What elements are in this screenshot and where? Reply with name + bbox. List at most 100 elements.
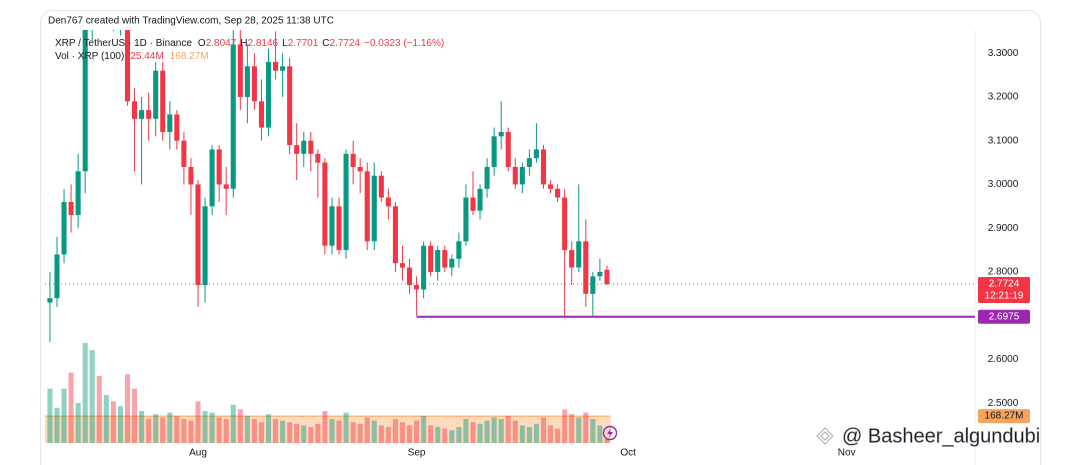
- volume-bar: [75, 402, 81, 443]
- volume-bar: [89, 350, 95, 443]
- volume-bar: [498, 418, 504, 443]
- volume-bar: [110, 401, 116, 443]
- volume-bar: [287, 422, 293, 443]
- candle-body: [139, 110, 145, 119]
- volume-bar: [590, 418, 596, 443]
- candle-body: [287, 66, 293, 146]
- y-tick-label: 3.2000: [988, 92, 1019, 103]
- volume-bar: [526, 426, 532, 443]
- candle-body: [174, 114, 180, 141]
- volume-bar: [294, 423, 300, 443]
- candle-body: [555, 188, 561, 198]
- volume-bar: [562, 409, 568, 443]
- candle-body: [526, 158, 532, 167]
- y-tick-label: 3.1000: [988, 135, 1019, 146]
- candle-body: [519, 166, 525, 185]
- candle-body: [153, 70, 159, 119]
- volume-bar: [82, 342, 88, 443]
- candle-body: [597, 271, 603, 277]
- candle-body: [371, 175, 377, 242]
- candle-body: [583, 241, 589, 294]
- candle-body: [251, 66, 257, 102]
- candle-body: [216, 149, 222, 185]
- replay-icon[interactable]: [602, 425, 618, 441]
- countdown-label: 12:21:19: [985, 291, 1024, 302]
- candle-body: [540, 149, 547, 185]
- volume-bar: [124, 374, 131, 443]
- volume-bar: [583, 412, 589, 443]
- legend-value: 2.8047: [206, 38, 237, 49]
- volume-bar: [569, 414, 575, 443]
- volume-bar: [491, 417, 497, 443]
- volume-bar: [103, 394, 109, 443]
- candle-body: [491, 136, 497, 167]
- volume-bar: [174, 415, 180, 443]
- volume-bar: [576, 417, 582, 443]
- candle-body: [237, 44, 243, 97]
- candle-body: [132, 101, 138, 119]
- volume-bar: [336, 420, 342, 443]
- volume-bar: [414, 420, 420, 443]
- volume-bar: [132, 388, 138, 443]
- volume-bar: [251, 418, 257, 443]
- candle-body: [61, 201, 67, 255]
- volume-bar: [392, 418, 398, 443]
- volume-bar: [47, 388, 53, 443]
- volume-bar: [463, 418, 469, 443]
- candle-body: [294, 145, 300, 154]
- y-tick-label: 2.5000: [988, 398, 1019, 409]
- volume-bar: [223, 418, 229, 443]
- x-tick-label: Nov: [838, 448, 856, 459]
- volume-bar: [477, 423, 483, 443]
- level-tag: [978, 309, 1030, 324]
- x-tick-label: Oct: [620, 448, 636, 459]
- x-tick-label: Sep: [408, 448, 426, 459]
- candle-body: [301, 140, 307, 154]
- volume-bar: [449, 430, 455, 443]
- volume-bar: [308, 426, 314, 443]
- candle-body: [442, 250, 448, 268]
- volume-bar: [195, 401, 201, 443]
- volume-bar: [604, 438, 610, 443]
- volume-bar: [470, 422, 476, 443]
- volume-bar: [343, 412, 349, 443]
- volume-bar: [117, 406, 123, 443]
- candle-body: [160, 70, 166, 132]
- volume-bar: [322, 410, 328, 443]
- volume-bar: [484, 420, 490, 443]
- candle-body: [576, 241, 582, 268]
- volume-bar: [533, 423, 539, 443]
- x-tick-label: Aug: [189, 448, 207, 459]
- candle-body: [124, 30, 131, 102]
- candle-body: [82, 30, 88, 172]
- candle-body: [336, 206, 342, 251]
- volume-bar: [237, 409, 243, 443]
- candle-body: [350, 153, 356, 167]
- candle-body: [308, 140, 314, 154]
- volume-bar: [421, 415, 427, 443]
- volume-legend-ma: 168.27M: [170, 51, 209, 62]
- volume-bar: [540, 417, 547, 443]
- y-tick-label: 2.9000: [988, 223, 1019, 234]
- candle-body: [47, 298, 53, 303]
- volume-bar: [329, 418, 335, 443]
- candle-body: [322, 162, 328, 246]
- volume-bar: [61, 388, 67, 443]
- volume-bar: [68, 372, 74, 443]
- candle-body: [315, 153, 321, 163]
- candle-body: [477, 188, 483, 211]
- last-price-tag: [978, 277, 1030, 304]
- legend-key: L: [282, 38, 288, 49]
- volume-bar: [258, 422, 264, 443]
- candle-body: [548, 184, 554, 189]
- candle-body: [364, 171, 370, 242]
- volume-legend-name: Vol · XRP (100): [55, 51, 124, 62]
- candle-body: [167, 114, 173, 132]
- candle-body: [343, 153, 349, 251]
- candle-body: [209, 149, 215, 207]
- candle-body: [428, 245, 434, 272]
- volume-bar: [209, 412, 215, 443]
- candle-body: [604, 269, 610, 285]
- volume-legend: Vol · XRP (100) 25.44M 168.27M: [55, 51, 209, 62]
